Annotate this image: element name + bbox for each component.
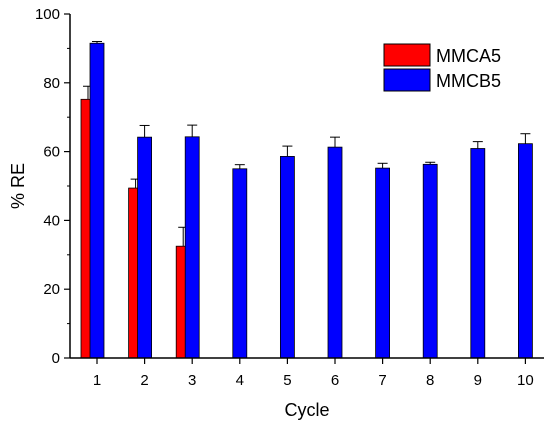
bar-mmcb5-cycle-6: [327, 146, 343, 359]
bar-mmcb5-cycle-9: [470, 148, 486, 359]
y-ticks: 0 20 40 60 80 100: [35, 6, 70, 367]
y-tick-label: 80: [43, 75, 60, 92]
legend: MMCA5 MMCB5: [383, 43, 501, 92]
x-tick-label: 10: [517, 372, 534, 389]
x-tick-label: 9: [474, 372, 482, 389]
x-tick-label: 1: [93, 372, 101, 389]
x-axis-label: Cycle: [284, 400, 329, 420]
legend-label-mmca5: MMCA5: [436, 46, 501, 66]
x-tick-label: 5: [283, 372, 291, 389]
legend-swatch-mmca5: [383, 43, 431, 67]
x-tick-label: 7: [378, 372, 386, 389]
y-axis-label: % RE: [8, 163, 28, 209]
x-tick-label: 8: [426, 372, 434, 389]
y-tick-label: 40: [43, 212, 60, 229]
bar-mmcb5-cycle-3: [184, 136, 200, 359]
legend-label-mmcb5: MMCB5: [436, 71, 501, 91]
bar-mmcb5-cycle-4: [232, 168, 248, 359]
y-tick-label: 100: [35, 6, 60, 23]
bar-mmcb5-cycle-5: [279, 156, 295, 359]
y-tick-label: 60: [43, 144, 60, 161]
bar-mmcb5-cycle-7: [375, 167, 391, 359]
x-tick-label: 4: [236, 372, 244, 389]
legend-swatch-mmcb5: [383, 68, 431, 92]
bar-mmcb5-cycle-1: [89, 42, 105, 359]
x-ticks: 1 2 3 4 5 6 7 8 9 10: [93, 358, 534, 389]
x-tick-label: 3: [188, 372, 196, 389]
bar-mmcb5-cycle-10: [518, 143, 533, 359]
bar-mmcb5-cycle-2: [137, 136, 153, 359]
bar-mmcb5-cycle-8: [422, 163, 438, 359]
y-tick-label: 20: [43, 281, 60, 298]
y-tick-label: 0: [52, 350, 60, 367]
x-tick-label: 6: [331, 372, 339, 389]
x-tick-label: 2: [140, 372, 148, 389]
